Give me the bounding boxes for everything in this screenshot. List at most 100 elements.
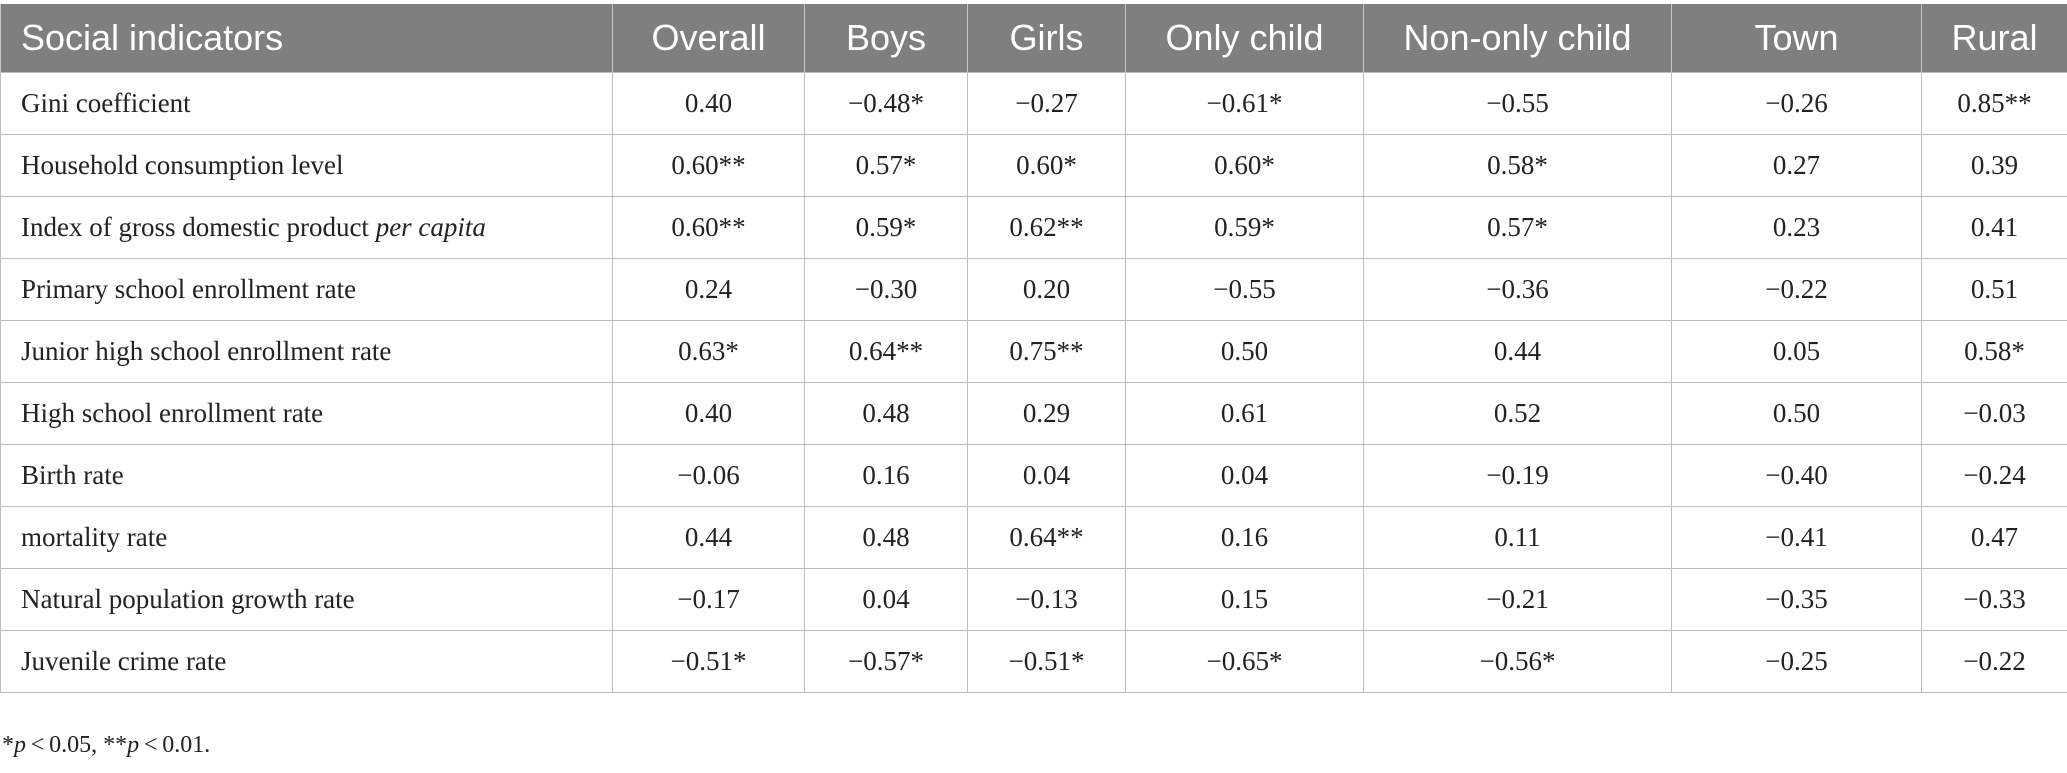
table-row: Birth rate −0.06 0.16 0.04 0.04 −0.19 −0.40 −0.… <box>0 444 2067 507</box>
table-cell: −0.41 <box>1671 506 1922 569</box>
table-cell: 0.61 <box>1125 382 1364 445</box>
table-cell: 0.39 <box>1921 134 2067 197</box>
row-label: High school enrollment rate <box>0 382 613 445</box>
table-cell: −0.03 <box>1921 382 2067 445</box>
correlation-table-container: Social indicators Overall Boys Girls Onl… <box>0 4 2067 693</box>
table-cell: 0.63* <box>612 320 805 383</box>
row-label: mortality rate <box>0 506 613 569</box>
table-cell: 0.57* <box>1363 196 1672 259</box>
table-cell: 0.48 <box>804 506 968 569</box>
table-cell: 0.16 <box>1125 506 1364 569</box>
correlation-table: Social indicators Overall Boys Girls Onl… <box>0 4 2067 693</box>
table-cell: 0.50 <box>1125 320 1364 383</box>
row-label-text: Household consumption level <box>21 150 344 180</box>
row-label: Birth rate <box>0 444 613 507</box>
table-cell: −0.48* <box>804 72 968 135</box>
footnote-threshold-2: < 0.01. <box>139 732 211 758</box>
row-label-text: Index of gross domestic product <box>21 212 376 242</box>
header-boys: Boys <box>804 4 968 73</box>
table-cell: −0.22 <box>1921 630 2067 693</box>
table-cell: 0.47 <box>1921 506 2067 569</box>
table-cell: −0.36 <box>1363 258 1672 321</box>
table-cell: −0.55 <box>1125 258 1364 321</box>
row-label-text: High school enrollment rate <box>21 398 324 428</box>
table-cell: −0.25 <box>1671 630 1922 693</box>
row-label: Juvenile crime rate <box>0 630 613 693</box>
table-cell: 0.51 <box>1921 258 2067 321</box>
table-cell: 0.60** <box>612 196 805 259</box>
header-overall: Overall <box>612 4 805 73</box>
significance-footnote: *p < 0.05, **p < 0.01. <box>2 732 210 759</box>
table-cell: −0.56* <box>1363 630 1672 693</box>
table-cell: 0.75** <box>967 320 1126 383</box>
table-cell: 0.64** <box>804 320 968 383</box>
table-cell: −0.33 <box>1921 568 2067 631</box>
table-row: Primary school enrollment rate 0.24 −0.30 0… <box>0 258 2067 321</box>
table-cell: −0.51* <box>967 630 1126 693</box>
row-label: Junior high school enrollment rate <box>0 320 613 383</box>
table-cell: 0.58* <box>1921 320 2067 383</box>
table-cell: −0.51* <box>612 630 805 693</box>
table-cell: 0.23 <box>1671 196 1922 259</box>
table-cell: 0.04 <box>967 444 1126 507</box>
table-cell: 0.04 <box>804 568 968 631</box>
table-row: Juvenile crime rate −0.51* −0.57* −0.51* −0.… <box>0 630 2067 693</box>
table-cell: 0.16 <box>804 444 968 507</box>
table-cell: −0.19 <box>1363 444 1672 507</box>
table-cell: 0.60** <box>612 134 805 197</box>
table-cell: 0.24 <box>612 258 805 321</box>
table-row: Natural population growth rate −0.17 0.04 −… <box>0 568 2067 631</box>
row-label-text: Juvenile crime rate <box>21 646 227 676</box>
table-cell: 0.58* <box>1363 134 1672 197</box>
table-cell: 0.15 <box>1125 568 1364 631</box>
table-cell: −0.22 <box>1671 258 1922 321</box>
row-label: Index of gross domestic product per capi… <box>0 196 613 259</box>
table-cell: −0.30 <box>804 258 968 321</box>
table-cell: −0.57* <box>804 630 968 693</box>
row-label-italic: per capita <box>375 212 486 242</box>
table-cell: 0.52 <box>1363 382 1672 445</box>
row-label-text: Birth rate <box>21 460 124 490</box>
header-town: Town <box>1671 4 1922 73</box>
table-cell: −0.26 <box>1671 72 1922 135</box>
footnote-threshold-1: < 0.05, ** <box>26 732 128 758</box>
table-cell: 0.27 <box>1671 134 1922 197</box>
row-label: Natural population growth rate <box>0 568 613 631</box>
row-label-text: Natural population growth rate <box>21 584 355 614</box>
footnote-p1: p <box>14 732 26 758</box>
table-cell: −0.65* <box>1125 630 1364 693</box>
table-cell: 0.11 <box>1363 506 1672 569</box>
table-cell: 0.59* <box>804 196 968 259</box>
table-cell: 0.41 <box>1921 196 2067 259</box>
table-cell: 0.60* <box>1125 134 1364 197</box>
table-cell: 0.40 <box>612 72 805 135</box>
table-row: Household consumption level 0.60** 0.57* 0.… <box>0 134 2067 197</box>
table-cell: −0.55 <box>1363 72 1672 135</box>
row-label: Primary school enrollment rate <box>0 258 613 321</box>
row-label: Household consumption level <box>0 134 613 197</box>
table-cell: 0.40 <box>612 382 805 445</box>
table-body: Gini coefficient 0.40 −0.48* −0.27 −0.61* −0.… <box>0 72 2067 693</box>
table-cell: 0.62** <box>967 196 1126 259</box>
table-cell: −0.21 <box>1363 568 1672 631</box>
footnote-p2: p <box>127 732 140 758</box>
table-cell: 0.57* <box>804 134 968 197</box>
header-row: Social indicators Overall Boys Girls Onl… <box>0 4 2067 73</box>
header-girls: Girls <box>967 4 1126 73</box>
table-row: High school enrollment rate 0.40 0.48 0.29 0… <box>0 382 2067 445</box>
table-cell: −0.06 <box>612 444 805 507</box>
table-cell: 0.20 <box>967 258 1126 321</box>
header-social-indicators: Social indicators <box>0 4 613 73</box>
table-row: Index of gross domestic product per capi… <box>0 196 2067 259</box>
table-cell: 0.60* <box>967 134 1126 197</box>
table-cell: −0.40 <box>1671 444 1922 507</box>
table-cell: 0.48 <box>804 382 968 445</box>
header-only-child: Only child <box>1125 4 1364 73</box>
table-cell: −0.27 <box>967 72 1126 135</box>
table-cell: 0.64** <box>967 506 1126 569</box>
table-cell: 0.44 <box>612 506 805 569</box>
table-cell: −0.17 <box>612 568 805 631</box>
header-non-only-child: Non-only child <box>1363 4 1672 73</box>
row-label-text: Junior high school enrollment rate <box>21 336 392 366</box>
row-label-text: Gini coefficient <box>21 88 191 118</box>
